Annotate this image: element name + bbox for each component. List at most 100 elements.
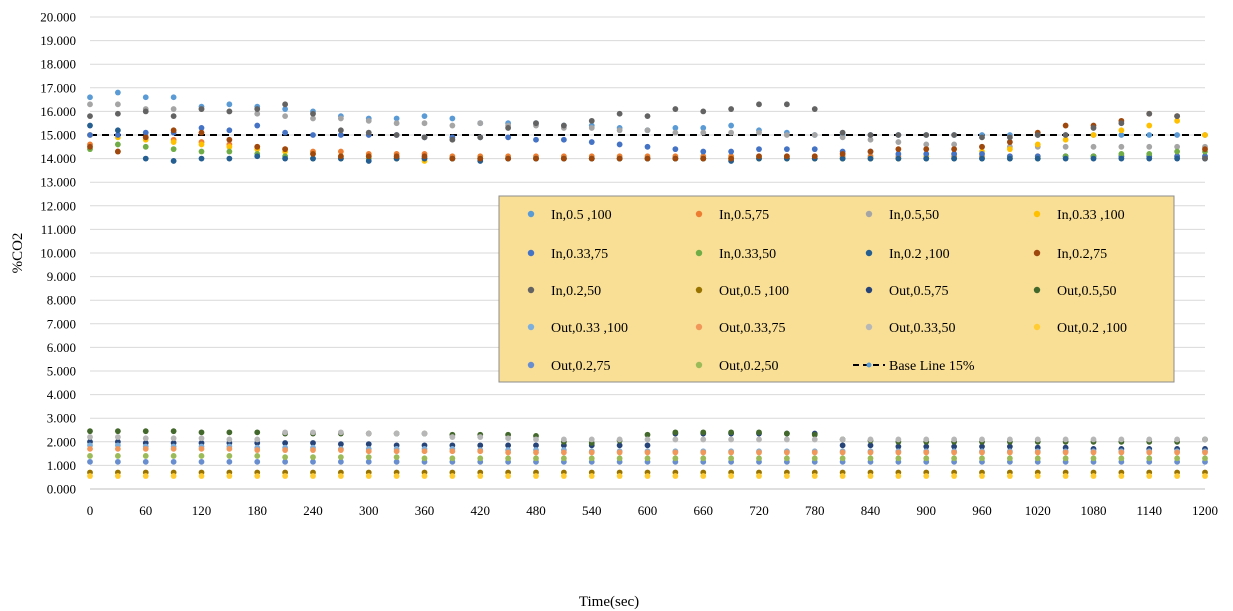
legend-label: In,0.5,75 xyxy=(719,208,769,223)
legend-label: Out,0.2 ,100 xyxy=(1057,321,1127,336)
data-point xyxy=(226,127,233,134)
legend-label: In,0.2,75 xyxy=(1057,247,1107,262)
data-point xyxy=(672,146,679,153)
data-point xyxy=(616,127,623,134)
data-point xyxy=(282,155,289,162)
data-point xyxy=(449,473,456,479)
data-point xyxy=(1006,155,1013,162)
data-point xyxy=(114,127,121,134)
data-point xyxy=(1062,473,1069,479)
data-point xyxy=(1090,473,1097,479)
x-tick-label: 780 xyxy=(805,503,825,518)
data-point xyxy=(895,449,902,456)
data-point xyxy=(839,442,846,449)
data-point xyxy=(728,122,735,129)
data-point xyxy=(895,455,902,462)
data-point xyxy=(142,458,149,465)
data-point xyxy=(1006,436,1013,443)
x-tick-label: 360 xyxy=(415,503,435,518)
data-point xyxy=(505,134,512,141)
data-point xyxy=(142,453,149,459)
data-point xyxy=(198,106,205,112)
data-point xyxy=(226,453,233,459)
data-point xyxy=(170,435,177,442)
data-point xyxy=(310,110,316,117)
data-point xyxy=(114,132,121,138)
data-point xyxy=(728,148,735,155)
legend-marker xyxy=(695,249,703,257)
legend-marker xyxy=(865,286,873,294)
data-point xyxy=(282,106,289,112)
data-point xyxy=(477,442,484,449)
x-tick-label: 600 xyxy=(638,503,658,518)
data-point xyxy=(142,473,149,479)
legend-entry: In,0.33,50 xyxy=(695,247,776,262)
x-tick-label: 660 xyxy=(694,503,714,518)
legend-marker xyxy=(527,249,535,257)
data-point xyxy=(1090,436,1097,443)
legend-entry: In,0.5 ,100 xyxy=(527,208,612,223)
data-point xyxy=(198,445,205,452)
data-point xyxy=(895,473,902,479)
y-tick-label: 13.000 xyxy=(40,175,76,190)
data-point xyxy=(365,473,372,479)
x-tick-label: 480 xyxy=(526,503,546,518)
data-point xyxy=(114,453,121,459)
data-point xyxy=(1118,155,1125,162)
legend-entry: In,0.33,75 xyxy=(527,247,608,262)
legend-label: In,0.33,75 xyxy=(551,247,608,262)
data-point xyxy=(365,129,372,136)
data-point xyxy=(337,441,344,448)
data-point xyxy=(1146,110,1153,117)
data-point xyxy=(393,153,400,160)
data-point xyxy=(1062,436,1069,443)
data-point xyxy=(1062,136,1069,143)
data-point xyxy=(839,436,846,443)
data-point xyxy=(114,110,121,117)
legend-label: Out,0.33 ,100 xyxy=(551,321,628,336)
data-point xyxy=(393,448,400,455)
data-point xyxy=(560,436,567,443)
legend-label: Out,0.33,75 xyxy=(719,321,786,336)
data-point xyxy=(811,473,818,479)
data-point xyxy=(310,429,316,436)
data-point xyxy=(560,473,567,479)
data-point xyxy=(142,143,149,150)
data-point xyxy=(170,139,177,145)
data-point xyxy=(756,101,762,108)
data-point xyxy=(449,136,456,143)
legend-label: In,0.2,50 xyxy=(551,284,601,299)
data-point xyxy=(393,132,400,138)
data-point xyxy=(700,473,707,479)
data-point xyxy=(588,117,595,124)
data-point xyxy=(365,430,372,437)
data-point xyxy=(644,473,651,479)
data-point xyxy=(839,150,846,157)
data-point xyxy=(1062,122,1069,129)
data-point xyxy=(839,455,846,462)
data-point xyxy=(310,454,316,461)
data-point xyxy=(1118,150,1125,157)
data-point xyxy=(1118,449,1125,456)
data-point xyxy=(839,155,846,162)
data-point xyxy=(282,129,289,136)
y-tick-label: 15.000 xyxy=(40,128,76,143)
data-point xyxy=(142,155,149,162)
data-point xyxy=(783,455,790,462)
data-point xyxy=(337,429,344,436)
legend-label: In,0.33,50 xyxy=(719,247,776,262)
legend-marker xyxy=(695,286,703,294)
data-point xyxy=(1146,132,1153,138)
data-point xyxy=(756,153,762,160)
data-point xyxy=(588,139,595,145)
data-point xyxy=(1006,139,1013,145)
data-point xyxy=(87,94,93,101)
data-point xyxy=(700,129,707,136)
data-point xyxy=(1174,132,1181,138)
data-point xyxy=(951,436,958,443)
legend-label: In,0.33 ,100 xyxy=(1057,208,1125,223)
data-point xyxy=(867,455,874,462)
data-point xyxy=(477,155,484,162)
data-point xyxy=(226,436,233,443)
data-point xyxy=(1062,449,1069,456)
